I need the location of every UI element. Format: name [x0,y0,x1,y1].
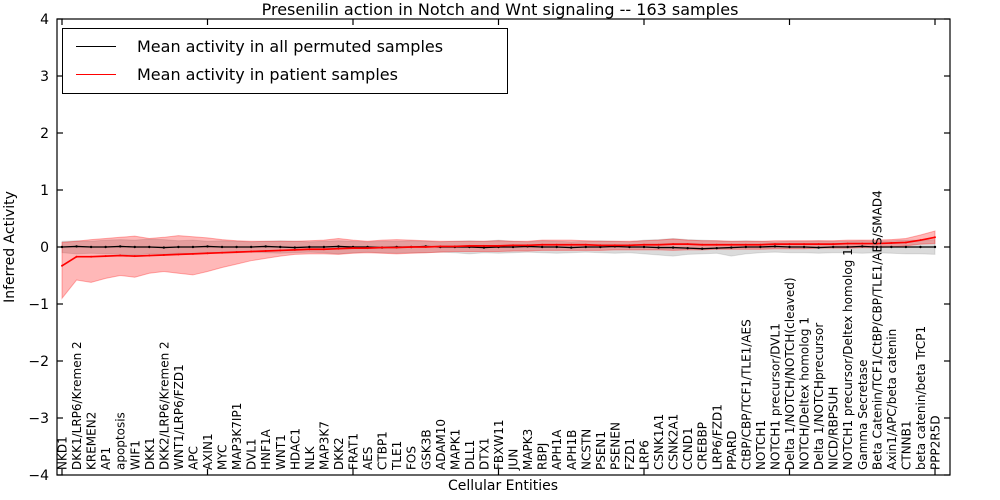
x-tick-label: CTBP1 [376,431,390,470]
x-tick-label: DVL1 [245,438,259,470]
svg-text:1: 1 [40,183,49,199]
x-tick-label: MAPK3 [521,429,535,470]
x-tick-label: AES [361,447,375,470]
svg-text:2: 2 [40,126,49,142]
x-tick-label: AP1 [99,447,113,470]
patient-mean-markers [61,236,936,267]
x-tick-label: HNF1A [259,428,273,470]
x-tick-label: APH1A [550,429,564,470]
x-tick-label: Axin1/APC/beta catenin [885,329,899,470]
permuted-mean-markers [60,245,937,250]
x-tick-label: Gamma Secretase [856,359,870,470]
x-tick-label: GSK3B [419,429,433,470]
x-tick-label: DKK1/LRP6/Kremen 2 [70,341,84,470]
x-tick-label: CREBBP [696,422,710,470]
x-tick-label: DLL1 [463,440,477,470]
x-tick-label: AXIN1 [201,433,215,470]
x-tick-label: APH1B [565,430,579,470]
patient-std-band [61,230,936,300]
svg-text:3: 3 [40,69,49,85]
x-tick-label: WNT1 [274,434,288,470]
svg-text:−2: −2 [28,354,49,370]
x-tick-label: APC [186,446,200,470]
x-tick-label: CSNK2A1 [667,414,681,470]
x-tick-label: HDAC1 [288,428,302,470]
x-tick-label: CSNK1A1 [652,414,666,470]
x-tick-label: PPARD [725,431,739,471]
x-tick-label: NOTCH1 [754,420,768,470]
legend-item-permuted: Mean activity in all permuted samples [76,37,507,56]
x-axis-label: Cellular Entities [447,478,559,494]
x-tick-label: Beta Catenin/TCF1/CtBP/CBP/TLE1/AES/SMAD… [870,190,884,470]
x-tick-label: DKK2 [332,437,346,470]
legend-item-patient: Mean activity in patient samples [76,65,507,84]
x-tick-label: FZD1 [623,438,637,470]
y-axis-ticks: −4 −3 −2 −1 0 1 2 3 4 [28,12,950,484]
svg-text:4: 4 [40,12,49,28]
svg-text:−1: −1 [28,297,49,313]
x-tick-label: CtBP/CBP/TCF1/TLE1/AES [739,319,753,470]
patient-line-swatch [76,74,116,75]
x-tick-label: WNT1/LRP6/FZD1 [172,364,186,470]
svg-text:−4: −4 [28,468,49,484]
x-tick-label: NOTCH1 precursor/Deltex homolog 1 [841,248,855,470]
x-tick-label: MAP3K7 [317,421,331,470]
x-tick-labels: NKD1 DKK1/LRP6/Kremen 2 KREMEN2 AP1 apoptosi… [56,190,943,471]
x-tick-label: CCND1 [681,427,695,470]
x-tick-label: JUN [507,449,521,471]
legend-box: Mean activity in all permuted samples Me… [62,28,508,94]
x-tick-label: NOTCH/Deltex homolog 1 [798,317,812,470]
x-tick-label: PSENEN [608,422,622,470]
x-tick-label: PPP2R5D [929,415,943,470]
x-tick-label: beta catenin/beta TrCP1 [914,326,928,470]
x-tick-label: CTNNB1 [899,420,913,470]
x-tick-label: PSEN1 [594,431,608,470]
y-axis-label: Inferred Activity [2,191,18,303]
x-tick-label: Delta 1/NOTCH/NOTCH(cleaved) [783,277,797,470]
x-tick-label: MAPK1 [448,429,462,470]
x-tick-label: NLK [303,445,317,470]
x-tick-label: FBXW11 [492,420,506,471]
x-tick-label: NICD/RBPSUH [827,387,841,470]
legend-label-permuted: Mean activity in all permuted samples [137,37,444,56]
x-tick-label: NCSTN [579,429,593,470]
x-axis-ticks [61,19,936,475]
x-tick-label: FOS [405,446,419,470]
x-tick-label: DKK1 [143,437,157,470]
chart-title: Presenilin action in Notch and Wnt signa… [261,0,739,19]
x-tick-label: DTX1 [477,438,491,470]
x-tick-label: MAP3K7IP1 [230,403,244,470]
svg-text:0: 0 [40,240,49,256]
x-tick-label: KREMEN2 [85,412,99,470]
x-tick-label: NKD1 [56,436,70,470]
x-tick-label: RBPJ [536,443,550,470]
legend-label-patient: Mean activity in patient samples [137,65,398,84]
x-tick-label: FRAT1 [347,433,361,470]
x-tick-label: DKK2/LRP6/Kremen 2 [157,341,171,470]
permuted-line-swatch [76,46,116,47]
x-tick-label: NOTCH1 precursor/DVL1 [768,323,782,470]
svg-text:−3: −3 [28,411,49,427]
x-tick-label: LRP6 [638,440,652,470]
x-tick-label: MYC [216,445,230,470]
x-tick-label: ADAM10 [434,419,448,470]
x-tick-label: LRP6/FZD1 [710,404,724,470]
x-tick-label: apoptosis [114,412,128,470]
x-tick-label: Delta 1/NOTCHprecursor [812,323,826,470]
x-tick-label: WIF1 [128,440,142,470]
x-tick-label: TLE1 [390,441,404,471]
